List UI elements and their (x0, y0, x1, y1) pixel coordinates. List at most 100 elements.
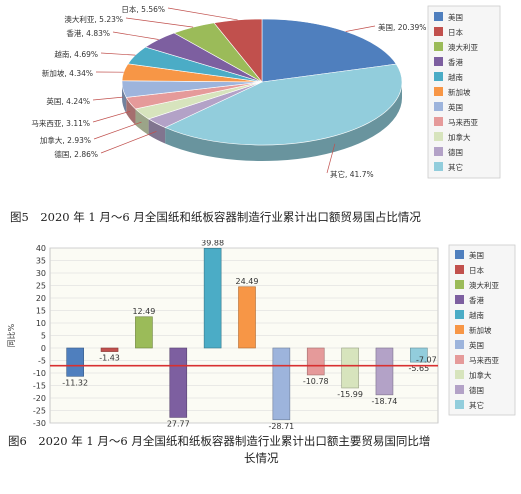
legend-swatch (434, 117, 443, 126)
bar-马来西亚 (306, 347, 325, 376)
bar-value-label: -15.99 (337, 390, 363, 399)
y-tick-label: 5 (41, 332, 46, 341)
bar-美国 (66, 347, 84, 377)
figure-5-caption: 图5 2020 年 1 月～6 月全国纸和纸板容器制造行业累计出口额贸易国占比情… (10, 210, 421, 224)
bar-香港 (169, 347, 188, 418)
bar-value-label: 12.49 (132, 307, 155, 316)
pie-label: 新加坡, 4.34% (42, 68, 93, 78)
pie-leader-line (167, 7, 238, 21)
y-tick-label: 0 (41, 344, 46, 353)
legend-label: 英国 (448, 102, 463, 112)
legend-label: 其它 (469, 400, 484, 410)
legend-label: 加拿大 (448, 132, 471, 142)
legend-swatch (455, 295, 464, 304)
legend-label: 德国 (469, 385, 484, 395)
legend-swatch (434, 102, 443, 111)
y-tick-label: 10 (36, 319, 46, 328)
pie-slice-side (165, 82, 402, 161)
pie-label: 德国, 2.86% (54, 149, 98, 159)
y-tick-label: -15 (33, 382, 46, 391)
bar-越南 (203, 248, 222, 349)
pie-label: 马来西亚, 3.11% (31, 119, 90, 128)
y-axis-label: 同比% (6, 323, 16, 347)
bar-value-label: 27.77 (167, 419, 190, 428)
legend-label: 澳大利亚 (469, 280, 499, 290)
y-tick-label: -20 (33, 394, 46, 403)
pie-leader-line (345, 25, 376, 32)
y-tick-label: 25 (36, 282, 46, 291)
legend-label: 新加坡 (448, 87, 471, 97)
legend-label: 越南 (448, 72, 463, 82)
legend-swatch (434, 72, 443, 81)
bar-value-label: -11.32 (62, 378, 88, 387)
average-line-label: -7.07 (416, 356, 437, 365)
y-tick-label: 20 (36, 294, 46, 303)
legend-swatch (455, 280, 464, 289)
pie-label: 其它, 41.7% (330, 169, 374, 179)
pie-leader-line (326, 143, 336, 174)
bar-德国 (375, 347, 394, 396)
bar-澳大利亚 (135, 316, 153, 349)
bar-value-label: 24.49 (236, 277, 259, 286)
legend-label: 澳大利亚 (448, 42, 478, 52)
pie-label: 加拿大, 2.93% (40, 135, 91, 145)
pie-label: 美国, 20.39% (378, 22, 426, 32)
legend-label: 德国 (448, 147, 463, 157)
bar-chart: 40 35 30 25 20 15 10 5 0 -5 -10 -15 -20 -25 -30 同比% -11.… (6, 240, 516, 431)
legend-label: 加拿大 (469, 370, 492, 380)
pie-leader-line (100, 131, 157, 154)
legend-swatch (434, 132, 443, 141)
legend-swatch (455, 400, 464, 409)
legend-swatch (434, 12, 443, 21)
pie-label: 越南, 4.69% (54, 49, 98, 59)
bar-value-label: -28.71 (268, 422, 294, 431)
legend-swatch (455, 325, 464, 334)
bar-日本 (100, 347, 119, 352)
y-tick-label: 30 (36, 269, 46, 278)
pie-slice (261, 18, 397, 83)
legend-swatch (455, 385, 464, 394)
pie-chart: 美国, 20.39% 其它, 41.7% 德国, 2.86% 加拿大, 2.93% 马来… (31, 4, 501, 179)
pie-slice (164, 63, 403, 146)
bar-加拿大 (341, 347, 359, 389)
pie-leader-line (93, 121, 142, 140)
pie-slice-side (135, 108, 149, 135)
legend-label: 日本 (469, 265, 484, 275)
y-tick-label: -25 (33, 407, 46, 416)
y-tick-label: 35 (36, 257, 46, 266)
legend-label: 其它 (448, 162, 463, 172)
legend-swatch (434, 42, 443, 51)
bar-新加坡 (238, 286, 256, 349)
figure-6-caption: 图6 2020 年 1 月～6 月全国纸和纸板容器制造行业累计出口额主要贸易国同… (8, 434, 431, 448)
y-tick-label: -5 (38, 357, 46, 366)
y-tick-label: -30 (33, 419, 46, 428)
figure-6-caption-line2: 长情况 (244, 451, 279, 465)
y-tick-label: -10 (33, 369, 46, 378)
pie-leader-line (92, 110, 131, 123)
pie-leader-line (112, 31, 159, 40)
legend-label: 香港 (448, 57, 463, 67)
bar-英国 (272, 347, 291, 421)
bar-value-label: 39.88 (201, 240, 224, 247)
pie-slice-side (126, 97, 136, 125)
legend-label: 马来西亚 (448, 118, 478, 127)
legend-label: 新加坡 (469, 325, 492, 335)
legend-swatch (455, 370, 464, 379)
pie-label: 日本, 5.56% (121, 4, 165, 14)
bar-其它 (410, 347, 428, 363)
legend-label: 美国 (448, 12, 463, 22)
legend-label: 英国 (469, 340, 484, 350)
bar-value-label: -1.43 (99, 354, 120, 363)
legend-swatch (434, 27, 443, 36)
bar-value-label: -18.74 (372, 397, 398, 406)
legend-swatch (434, 162, 443, 171)
legend-swatch (455, 340, 464, 349)
legend-swatch (434, 87, 443, 96)
legend-swatch (455, 265, 464, 274)
pie-slice (213, 18, 263, 83)
legend-swatch (455, 355, 464, 364)
legend-label: 越南 (469, 310, 484, 320)
pie-leader-line (92, 96, 123, 101)
legend-swatch (434, 57, 443, 66)
legend-swatch (434, 147, 443, 156)
